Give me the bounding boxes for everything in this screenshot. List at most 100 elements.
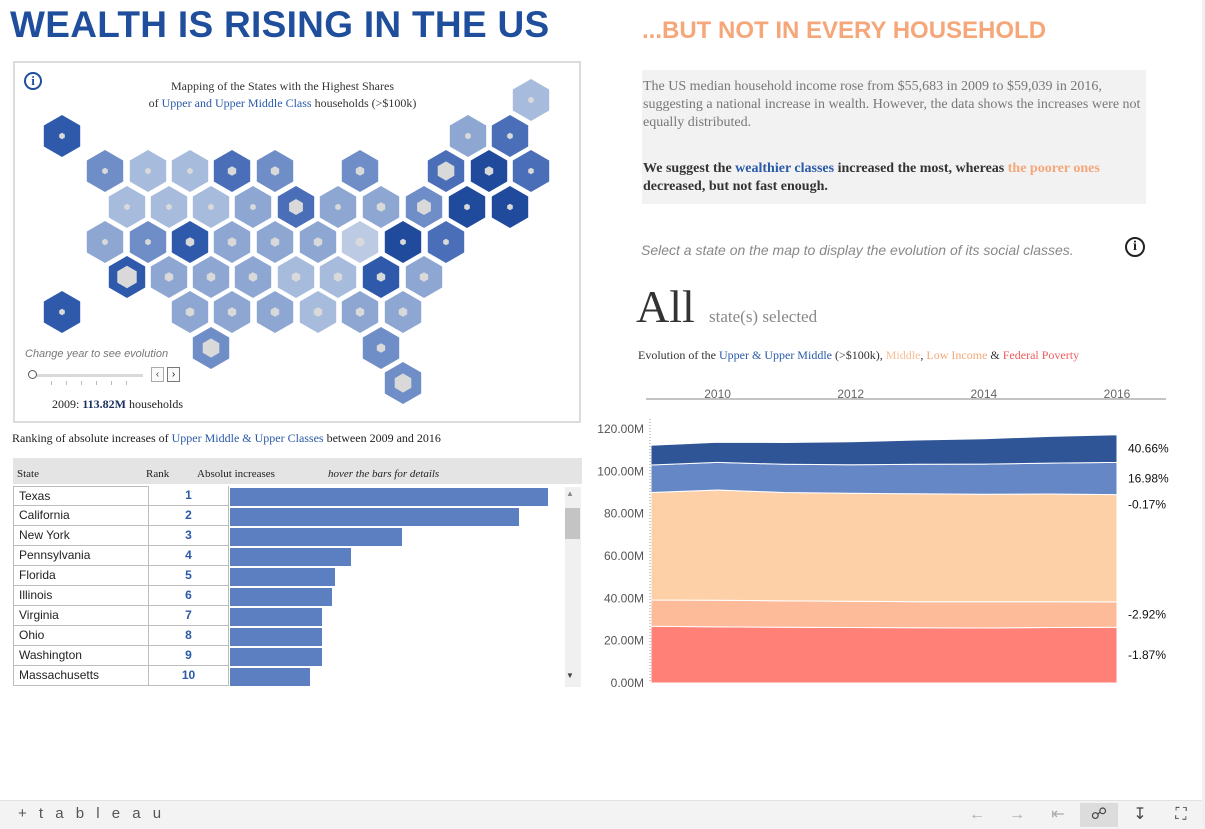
col-rank-header[interactable]: Rank: [146, 468, 170, 480]
undo-icon[interactable]: ←: [969, 806, 985, 823]
state-cell: Florida: [13, 566, 149, 586]
col-hint: hover the bars for details: [328, 468, 440, 480]
scroll-down-icon[interactable]: ▼: [566, 671, 574, 680]
info-icon[interactable]: i: [1125, 237, 1145, 257]
state-hex-marker: [333, 272, 343, 282]
scroll-up-icon[interactable]: ▲: [566, 489, 574, 498]
table-row[interactable]: Texas 1: [13, 486, 583, 506]
households-suffix: households: [126, 397, 184, 411]
state-hex-marker: [484, 166, 494, 176]
tableau-logo-icon[interactable]: + t a b l e a u: [18, 805, 166, 822]
increase-bar[interactable]: [230, 668, 310, 686]
download-icon[interactable]: ↧: [1133, 806, 1147, 823]
hex-map[interactable]: [0, 0, 600, 420]
state-hex-marker: [400, 238, 406, 246]
col-abs-header[interactable]: Absolut increases: [197, 468, 275, 480]
state-hex-marker: [419, 272, 429, 282]
evo-prefix: Evolution of the: [638, 348, 719, 362]
state-hex-marker: [102, 238, 108, 246]
year-slider-handle[interactable]: [28, 370, 37, 379]
state-cell: Illinois: [13, 586, 149, 606]
area-middle[interactable]: [650, 489, 1118, 603]
increase-bar[interactable]: [230, 648, 322, 666]
state-hex-marker: [185, 237, 195, 247]
table-row[interactable]: Ohio 8: [13, 626, 583, 646]
state-hex-marker: [355, 166, 365, 176]
chevron-right-icon[interactable]: ›: [167, 367, 180, 382]
table-row[interactable]: Florida 5: [13, 566, 583, 586]
state-hex-marker: [227, 166, 237, 176]
table-row[interactable]: Massachusetts 10: [13, 666, 583, 686]
y-tick-label: 100.00M: [597, 464, 644, 478]
info-icon[interactable]: i: [24, 72, 42, 90]
map-title-line2: of Upper and Upper Middle Class househol…: [130, 95, 435, 112]
table-row[interactable]: California 2: [13, 506, 583, 526]
conclusion-poorer: the poorer ones: [1007, 161, 1100, 176]
state-hex-marker: [227, 237, 237, 247]
state-hex-marker: [117, 265, 137, 289]
slider-tick: [81, 381, 82, 385]
evolution-area-chart[interactable]: 2010 2012 2014 2016 0.00M 20.00M 40.00M 60.00M 8…: [0, 0, 1205, 800]
state-hex-marker: [164, 272, 174, 282]
map-title-line1: Mapping of the States with the Highest S…: [171, 79, 394, 93]
table-row[interactable]: Illinois 6: [13, 586, 583, 606]
rank-cell: 8: [149, 626, 229, 646]
x-tick-label: 2016: [1104, 387, 1131, 401]
share-icon[interactable]: ☍: [1080, 803, 1118, 827]
area-upper[interactable]: [650, 434, 1118, 466]
x-tick-label: 2012: [837, 387, 864, 401]
year-slider-track[interactable]: [31, 374, 143, 377]
rank-cell: 1: [149, 486, 229, 506]
series-change-label: -0.17%: [1128, 498, 1166, 512]
conclusion-part3: decreased, but not fast enough.: [643, 179, 828, 194]
table-row[interactable]: Washington 9: [13, 646, 583, 666]
area-low-income[interactable]: [650, 599, 1118, 629]
fullscreen-icon[interactable]: ⛶: [1175, 806, 1187, 823]
increase-bar[interactable]: [230, 588, 332, 606]
area-federal-poverty[interactable]: [650, 625, 1118, 684]
y-tick-label: 20.00M: [604, 634, 644, 648]
increase-bar[interactable]: [230, 628, 322, 646]
state-hex-marker: [145, 167, 151, 175]
evo-sep: ,: [920, 348, 927, 362]
chevron-left-icon[interactable]: ‹: [151, 367, 164, 382]
description-conclusion: We suggest the wealthier classes increas…: [643, 160, 1143, 196]
map-title-suffix: households (>$100k): [311, 96, 417, 110]
map-title-highlight: Upper and Upper Middle Class: [161, 96, 312, 110]
state-cell: Texas: [13, 486, 149, 506]
increase-bar[interactable]: [230, 508, 519, 526]
increase-bar[interactable]: [230, 528, 402, 546]
scrollbar-thumb[interactable]: [565, 508, 580, 539]
state-hex-marker: [185, 307, 195, 317]
conclusion-part2: increased the most, whereas: [834, 161, 1008, 176]
state-hex-marker: [145, 238, 151, 246]
description-text: The US median household income rose from…: [643, 79, 1141, 130]
table-row[interactable]: Pennsylvania 4: [13, 546, 583, 566]
increase-bar[interactable]: [230, 608, 322, 626]
table-row[interactable]: New York 3: [13, 526, 583, 546]
state-cell: California: [13, 506, 149, 526]
sub-title: ...BUT NOT IN EVERY HOUSEHOLD: [642, 17, 1047, 44]
conclusion-wealthier: wealthier classes: [735, 161, 835, 176]
redo-icon[interactable]: →: [1009, 806, 1025, 823]
state-hex-marker: [507, 132, 513, 140]
evo-middle: Middle: [885, 348, 921, 362]
evolution-title: Evolution of the Upper & Upper Middle (>…: [638, 348, 1079, 363]
table-row[interactable]: Virginia 7: [13, 606, 583, 626]
revert-icon[interactable]: ⇤: [1051, 806, 1065, 823]
area-upper-middle[interactable]: [650, 461, 1118, 496]
increase-bar[interactable]: [230, 548, 351, 566]
ranking-title-highlight: Upper Middle & Upper Classes: [171, 431, 324, 445]
increase-bar[interactable]: [230, 568, 335, 586]
increase-bar[interactable]: [230, 488, 548, 506]
state-cell: Massachusetts: [13, 666, 149, 686]
state-hex-marker: [394, 373, 412, 393]
state-cell: Virginia: [13, 606, 149, 626]
col-state-header[interactable]: State: [17, 468, 39, 480]
state-hex-marker: [59, 132, 65, 140]
state-hex-marker: [289, 199, 303, 215]
households-prefix: 2009:: [52, 397, 83, 411]
evo-low: Low Income: [926, 348, 988, 362]
main-title: WEALTH IS RISING IN THE US: [10, 4, 550, 45]
state-hex-marker: [376, 202, 386, 212]
